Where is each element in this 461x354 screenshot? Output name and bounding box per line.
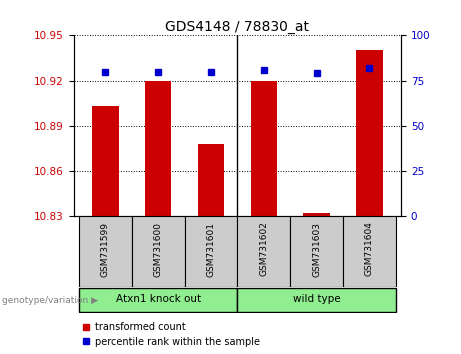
Text: GSM731603: GSM731603 <box>312 222 321 276</box>
Bar <box>237 216 290 287</box>
Bar <box>290 216 343 287</box>
Bar <box>356 51 383 216</box>
Text: GSM731600: GSM731600 <box>154 222 163 276</box>
Bar <box>198 144 224 216</box>
Text: GSM731604: GSM731604 <box>365 222 374 276</box>
Bar <box>251 80 277 216</box>
Text: GSM731599: GSM731599 <box>101 222 110 276</box>
Text: wild type: wild type <box>293 295 340 304</box>
Bar <box>343 216 396 287</box>
Bar <box>237 288 396 312</box>
Title: GDS4148 / 78830_at: GDS4148 / 78830_at <box>165 21 309 34</box>
Text: Atxn1 knock out: Atxn1 knock out <box>116 295 201 304</box>
Text: GSM731601: GSM731601 <box>207 222 216 276</box>
Bar <box>92 106 118 216</box>
Text: genotype/variation ▶: genotype/variation ▶ <box>2 296 98 304</box>
Bar <box>303 213 330 216</box>
Bar <box>184 216 237 287</box>
Bar <box>145 80 171 216</box>
Text: GSM731602: GSM731602 <box>259 222 268 276</box>
Bar <box>132 216 184 287</box>
Legend: transformed count, percentile rank within the sample: transformed count, percentile rank withi… <box>79 318 264 351</box>
Bar <box>79 288 237 312</box>
Bar <box>79 216 132 287</box>
